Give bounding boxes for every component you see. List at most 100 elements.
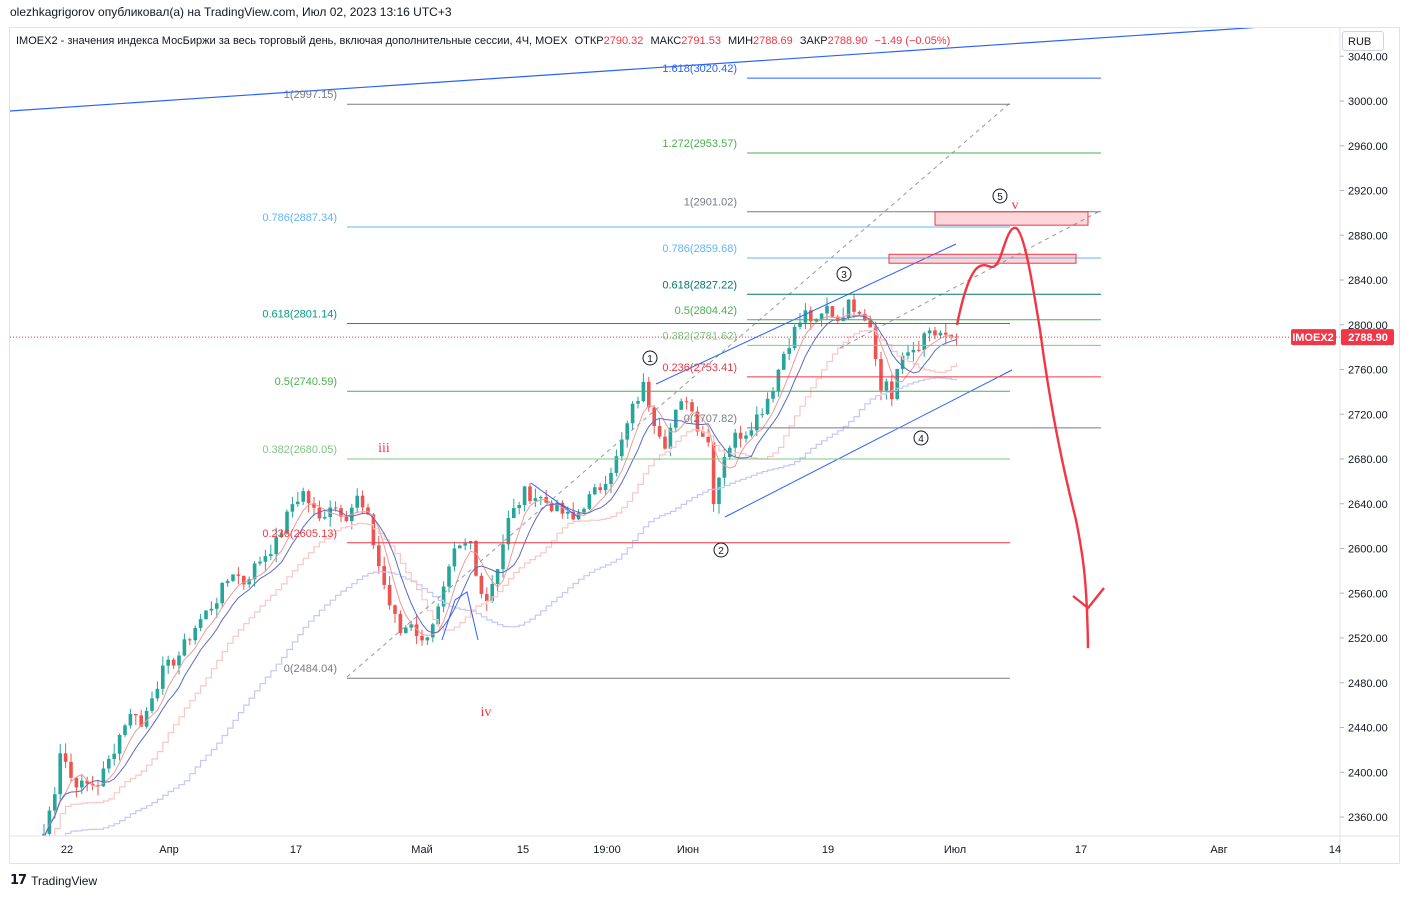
wave-labels: 1 2 3 4 5 iii iv v — [378, 188, 1019, 720]
price-tick-label: 2400.00 — [1348, 767, 1388, 779]
tradingview-logo-text: TradingView — [31, 873, 98, 888]
currency-button[interactable]: RUB — [1342, 31, 1384, 51]
price-tick-label: 2360.00 — [1348, 812, 1388, 824]
candle-body — [593, 487, 597, 495]
candle-body — [555, 502, 559, 512]
candle-body — [139, 715, 143, 727]
candle-body — [382, 566, 386, 585]
legend-low-label: МИН — [728, 35, 754, 47]
candle-body — [501, 544, 505, 570]
symbol-legend: IMOEX2 - значения индекса МосБиржи за ве… — [16, 35, 950, 47]
fib-right: 1.618(3020.42) 1.272(2953.57) 1(2901.02) 0.… — [662, 63, 1101, 429]
candle-body — [512, 508, 516, 519]
candle-body — [657, 426, 662, 437]
wave-label: iii — [378, 441, 390, 456]
candle-body — [452, 548, 457, 567]
candle-body — [668, 427, 673, 449]
candle-body — [528, 486, 532, 502]
candle-body — [825, 306, 829, 314]
candle-body — [733, 432, 737, 448]
candle-body — [360, 495, 365, 508]
candle-body — [236, 574, 241, 576]
legend-close: 2788.90 — [827, 35, 868, 47]
price-tick-label: 2520.00 — [1348, 633, 1388, 645]
candle-body — [776, 369, 781, 392]
candle-body — [625, 423, 629, 440]
price-tick-label: 2560.00 — [1348, 588, 1388, 600]
candle-body — [679, 401, 683, 410]
candle-body — [933, 330, 937, 336]
candle-body — [209, 608, 214, 611]
fib-level-label: 1(2997.15) — [284, 89, 337, 101]
candle-body — [620, 439, 624, 457]
candle-body — [846, 299, 851, 318]
candle-body — [873, 327, 878, 360]
time-tick-label: 22 — [61, 844, 73, 856]
legend-close-label: ЗАКР — [799, 35, 828, 47]
candle-body — [263, 556, 268, 562]
chart-frame — [9, 27, 1400, 864]
candle-body — [690, 402, 694, 412]
candle-body — [398, 613, 403, 634]
price-tick-label: 2800.00 — [1348, 320, 1388, 332]
wave-label: 2 — [718, 546, 724, 557]
candle-body — [177, 655, 181, 666]
candle-body — [884, 381, 889, 391]
price-axis: 3040.00 3000.00 2960.00 2920.00 2880.00 2840.… — [1340, 51, 1388, 824]
candle-body — [917, 349, 921, 351]
candle-body — [895, 368, 899, 400]
wave-label-circle — [836, 266, 852, 282]
price-tick-label: 2920.00 — [1348, 186, 1388, 198]
candle-body — [296, 501, 300, 505]
tradingview-logo[interactable]: 17 TradingView — [10, 873, 97, 888]
price-tick-label: 2720.00 — [1348, 409, 1388, 421]
fib-level-label: 0.236(2753.41) — [662, 362, 737, 374]
candle-body — [414, 624, 419, 636]
candle-body — [134, 714, 138, 716]
candle-body — [906, 352, 910, 356]
fib-level-label: 0.5(2804.42) — [675, 305, 737, 317]
candle-body — [107, 758, 111, 769]
candle-body — [58, 753, 62, 795]
candle-body — [738, 432, 743, 439]
candle-body — [603, 484, 608, 491]
time-tick-label: Май — [411, 844, 433, 856]
candle-body — [117, 734, 122, 754]
slow-baseline-line — [64, 377, 958, 836]
candle-body — [830, 306, 835, 317]
price-tag-value: 2788.90 — [1348, 332, 1388, 344]
candle-body — [852, 299, 856, 312]
candle-body — [771, 391, 775, 399]
time-tick-label: 19 — [822, 844, 834, 856]
candle-body — [371, 514, 376, 546]
candle-body — [431, 624, 435, 638]
channel-upper-line — [655, 243, 957, 385]
candles — [42, 293, 959, 836]
fib-level-label: 0.5(2740.59) — [275, 376, 337, 388]
candle-body — [517, 505, 521, 509]
wave-label: 1 — [647, 354, 653, 365]
wave-label: iv — [481, 705, 492, 720]
candle-body — [355, 495, 359, 508]
candle-body — [755, 414, 759, 431]
legend-high: 2791.53 — [681, 35, 721, 47]
wave-label: 4 — [918, 434, 924, 445]
candle-body — [701, 431, 705, 437]
candle-body — [728, 447, 732, 458]
candle-body — [809, 310, 813, 322]
candle-body — [900, 355, 905, 369]
candle-body — [684, 401, 689, 403]
candle-body — [231, 574, 235, 581]
time-tick-label: 19:00 — [593, 844, 621, 856]
candle-body — [301, 491, 305, 502]
candle-body — [269, 554, 273, 557]
candle-body — [458, 545, 462, 549]
wave-label-circle — [913, 430, 929, 446]
price-tick-label: 3040.00 — [1348, 51, 1388, 63]
candle-body — [571, 511, 575, 520]
candle-body — [868, 320, 872, 328]
candle-body — [409, 624, 413, 628]
legend-open-label: ОТКР — [574, 35, 604, 47]
candle-body — [749, 430, 754, 436]
